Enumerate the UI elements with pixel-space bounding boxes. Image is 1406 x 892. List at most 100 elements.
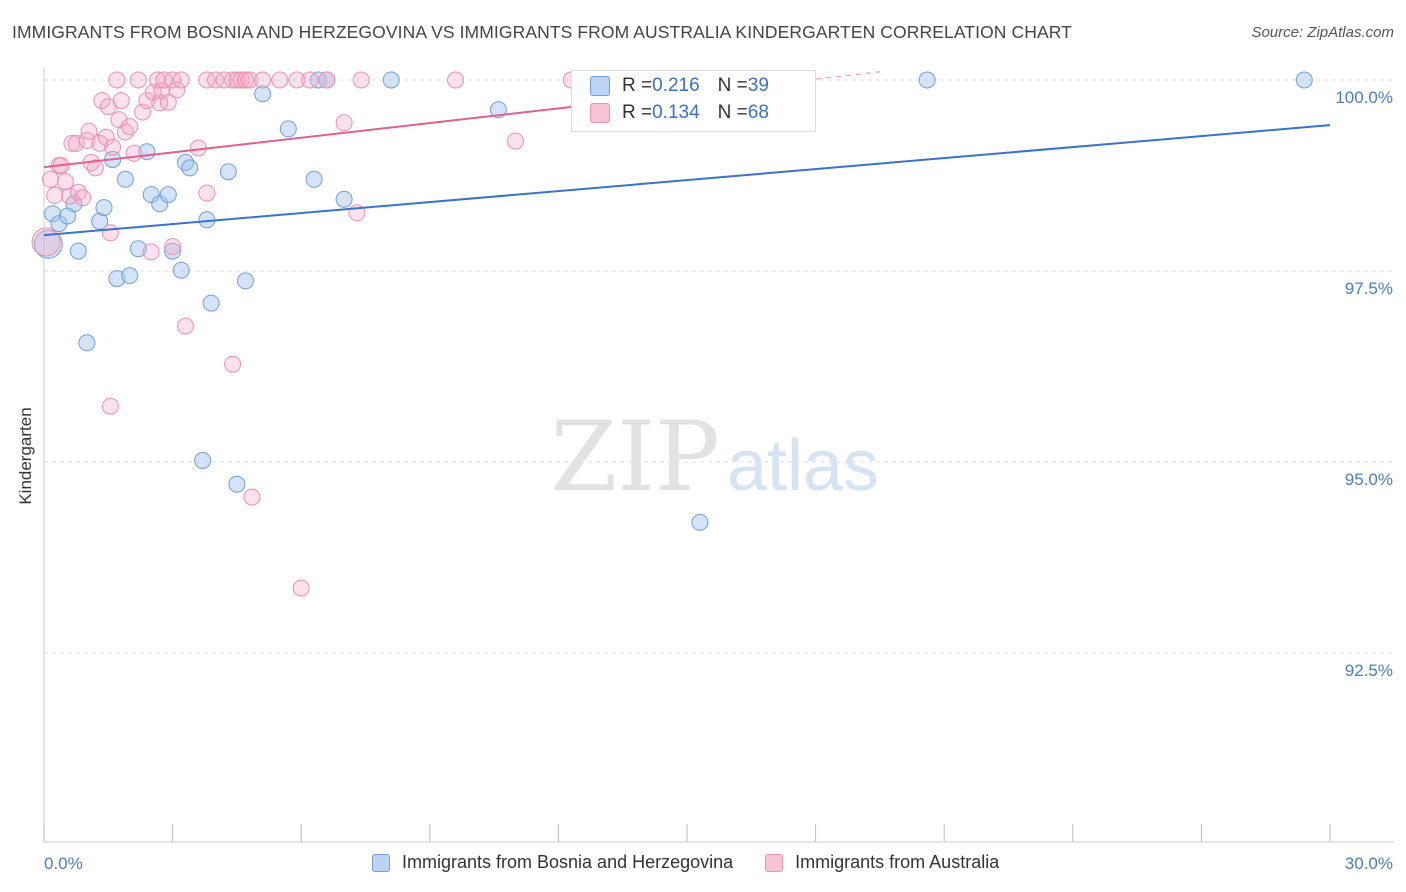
bosnia-point <box>305 170 323 188</box>
australia-point <box>80 122 98 140</box>
australia-point <box>93 92 111 110</box>
bosnia-point <box>202 294 220 312</box>
watermark-zip: ZIP <box>550 401 719 513</box>
x-tick-label: 30.0% <box>1345 854 1393 873</box>
australia-point <box>243 488 261 506</box>
bosnia-point <box>69 242 87 260</box>
n-label: N = <box>717 102 748 123</box>
australia-point <box>46 186 64 204</box>
australia-point <box>101 224 119 242</box>
australia-point <box>198 71 216 89</box>
bosnia-point <box>219 163 237 181</box>
legend-label-australia: Immigrants from Australia <box>795 852 1000 872</box>
bosnia-point <box>382 71 400 89</box>
bosnia-point <box>129 240 147 258</box>
y-tick-label: 92.5% <box>1345 661 1393 680</box>
legend: Immigrants from Bosnia and Herzegovina I… <box>372 852 1031 873</box>
australia-point <box>168 81 186 99</box>
australia-point <box>447 71 464 89</box>
australia-point <box>164 238 182 256</box>
australia-point <box>97 128 115 146</box>
australia-point <box>142 243 160 261</box>
australia-point <box>301 71 319 89</box>
australia-point <box>138 92 156 110</box>
australia-point <box>224 355 242 373</box>
australia-point <box>61 187 79 205</box>
bosnia-point <box>1295 71 1313 89</box>
bosnia-point <box>918 71 936 89</box>
y-tick-label: 97.5% <box>1345 279 1393 298</box>
tick-labels: 100.0% 97.5% 95.0% 92.5% 0.0% 30.0% <box>44 88 1393 873</box>
legend-item-bosnia: Immigrants from Bosnia and Herzegovina <box>372 852 733 873</box>
australia-point <box>104 138 122 156</box>
australia-point <box>125 144 143 162</box>
australia-swatch <box>590 103 610 123</box>
australia-point <box>108 71 126 89</box>
australia-point <box>292 579 310 597</box>
australia-point <box>352 71 370 89</box>
bosnia-point <box>164 242 182 260</box>
stats-row-bosnia: R = 0.216 N = 39 <box>590 75 769 97</box>
australia-point <box>159 93 177 111</box>
australia-point <box>91 134 109 152</box>
bosnia-point <box>279 120 297 138</box>
australia-point <box>198 184 216 202</box>
bosnia-point <box>237 272 254 290</box>
bosnia-point <box>228 475 246 493</box>
bosnia-point <box>151 195 169 213</box>
legend-swatch-australia <box>765 853 784 872</box>
stats-row-australia: R = 0.134 N = 68 <box>590 102 769 124</box>
australia-point <box>254 71 272 89</box>
bosnia-point <box>489 101 507 119</box>
australia-point <box>41 170 59 188</box>
bosnia-swatch <box>590 76 610 96</box>
australia-point <box>237 71 254 89</box>
australia-point <box>155 71 173 89</box>
r-label: R = <box>622 102 653 123</box>
bosnia-point <box>116 170 134 188</box>
bosnia-point <box>91 212 109 230</box>
australia-point <box>177 317 194 335</box>
x-tick-label: 0.0% <box>44 854 83 873</box>
bosnia-point <box>142 186 160 204</box>
bosnia-n-value: 39 <box>747 75 769 96</box>
australia-point <box>129 71 147 89</box>
legend-swatch-bosnia <box>372 853 390 872</box>
legend-item-australia: Immigrants from Australia <box>765 852 999 873</box>
axes <box>43 68 1394 843</box>
watermark: ZIP atlas <box>550 401 879 513</box>
australia-point <box>67 134 85 152</box>
bosnia-point <box>172 261 190 279</box>
legend-label-bosnia: Immigrants from Bosnia and Herzegovina <box>402 852 734 872</box>
chart-title: IMMIGRANTS FROM BOSNIA AND HERZEGOVINA V… <box>12 22 1072 42</box>
bosnia-point <box>181 159 199 177</box>
bosnia-point <box>335 190 353 208</box>
y-tick-label: 100.0% <box>1335 88 1393 107</box>
australia-point <box>74 189 92 207</box>
australia-r-value: 0.134 <box>652 102 700 123</box>
r-label: R = <box>622 75 653 96</box>
bosnia-point <box>121 267 139 285</box>
australia-point <box>288 71 306 89</box>
bosnia-point <box>194 452 212 469</box>
australia-point <box>86 159 104 177</box>
bosnia-point <box>33 229 63 259</box>
bosnia-trend-line <box>43 124 1331 237</box>
australia-point <box>164 71 182 89</box>
bosnia-r-value: 0.216 <box>652 75 700 96</box>
bosnia-point <box>44 205 62 223</box>
watermark-atlas: atlas <box>727 426 879 506</box>
australia-point <box>215 71 233 89</box>
bosnia-point <box>691 513 709 531</box>
bosnia-point <box>108 270 126 288</box>
australia-point <box>101 397 119 415</box>
y-tick-label: 95.0% <box>1345 470 1393 489</box>
australia-point <box>224 71 242 89</box>
australia-point <box>172 71 190 89</box>
australia-point <box>318 71 336 89</box>
australia-point <box>335 114 353 132</box>
australia-point <box>31 227 61 257</box>
bosnia-point <box>159 186 177 204</box>
bosnia-point <box>95 199 113 217</box>
